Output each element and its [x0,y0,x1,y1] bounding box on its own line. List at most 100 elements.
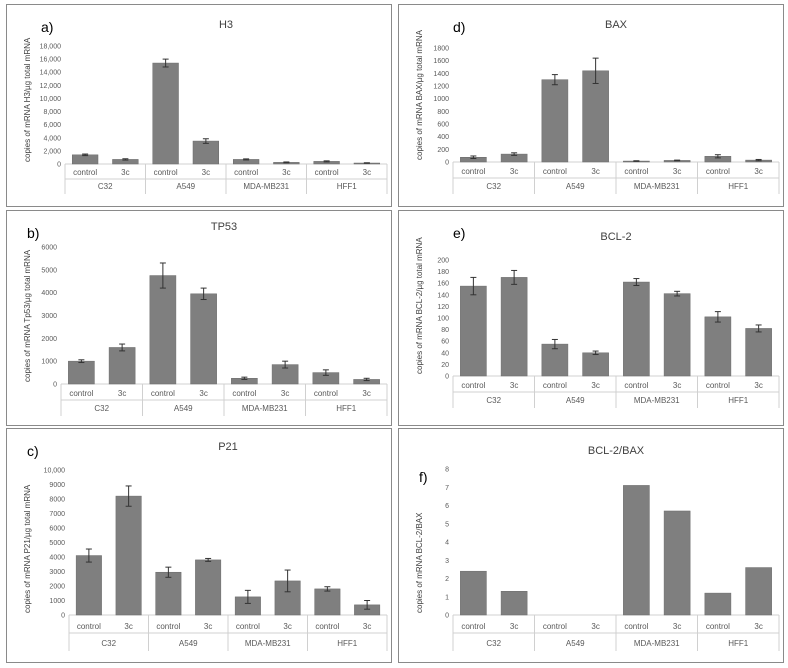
x-tick-label: 3c [282,168,290,177]
panel-a-h3: a) H3 copies of mRNA H3/µg total mRNA 0 2,00… [6,4,392,207]
bar [152,62,179,165]
x-tick-label: control [624,622,648,631]
y-tick-label: 9000 [49,482,65,489]
group-label: HFF1 [728,396,749,405]
y-tick-label: 0 [57,162,61,169]
y-tick-label: 4,000 [43,135,61,142]
bar [192,140,220,165]
y-tick-label: 6000 [41,245,57,252]
bar [745,328,772,377]
chart-svg: 0 200 400 600 800 1000 1200 1400 1600 1800 control… [433,46,780,194]
bar [71,154,99,165]
x-tick-label: control [543,381,567,390]
bar [663,293,691,377]
x-tick-label: 3c [510,622,518,631]
y-tick-label: 18,000 [40,44,62,51]
y-tick-label: 14,000 [40,70,62,77]
y-tick-label: 0 [445,160,449,167]
x-tick-label: control [154,168,178,177]
y-tick-label: 180 [437,269,449,276]
group-label: MDA-MB231 [634,639,680,648]
y-tick-label: 10,000 [44,468,66,475]
y-tick-label: 400 [437,134,449,141]
y-tick-label: 800 [437,109,449,116]
x-tick-label: control [543,167,567,176]
y-tick-label: 8000 [49,497,65,504]
bar [500,277,528,377]
group-label: A549 [566,639,585,648]
bar [314,588,341,616]
x-tick-label: 3c [754,381,762,390]
group-label: MDA-MB231 [245,639,291,648]
chart-title: BCL-2/BAX [587,445,645,457]
chart-title: P21 [218,441,238,453]
group-label: C32 [98,182,113,191]
y-tick-label: 3 [445,558,449,565]
x-tick-label: 3c [124,622,132,631]
y-tick-label: 7000 [49,511,65,518]
bar [115,495,142,616]
x-tick-label: 3c [281,389,289,398]
y-tick-label: 1 [445,594,449,601]
bar [460,570,487,616]
group-label: MDA-MB231 [634,396,680,405]
x-tick-label: control [706,381,730,390]
bar [108,347,136,385]
group-label: C32 [101,639,116,648]
panel-label: e) [453,225,466,241]
y-tick-label: 1000 [433,96,449,103]
x-tick-label: 3c [754,167,762,176]
group-label: C32 [486,639,501,648]
x-tick-label: 3c [591,381,599,390]
bar [500,591,528,616]
x-tick-label: control [156,622,180,631]
y-tick-label: 40 [441,350,449,357]
bar [704,592,732,616]
x-tick-label: 3c [118,389,126,398]
y-tick-label: 2,000 [43,148,61,155]
group-label: HFF1 [337,639,358,648]
y-tick-label: 1000 [49,598,65,605]
panel-c-p21: c) P21 copies of mRNA P21/µg total mRNA 0 10… [6,428,392,663]
y-tick-label: 0 [445,613,449,620]
bar [623,485,650,616]
x-tick-label: control [69,389,93,398]
panel-label: b) [27,225,40,241]
y-tick-label: 100 [437,316,449,323]
group-label: HFF1 [336,404,357,413]
x-tick-label: 3c [283,622,291,631]
bar [541,79,569,163]
group-label: HFF1 [728,182,749,191]
group-label: MDA-MB231 [243,182,289,191]
y-tick-label: 4 [445,540,449,547]
bar [745,567,772,616]
x-tick-label: control [315,168,339,177]
chart-title: H3 [218,19,234,31]
y-tick-label: 4000 [41,290,57,297]
y-tick-label: 3000 [41,313,57,320]
x-tick-label: control [314,389,338,398]
y-tick-label: 60 [441,339,449,346]
bar [155,571,182,616]
y-tick-label: 2000 [49,584,65,591]
bar [190,293,217,385]
group-label: A549 [566,396,585,405]
x-tick-label: control [73,168,97,177]
x-tick-label: control [706,167,730,176]
y-tick-label: 1400 [433,71,449,78]
y-tick-label: 7 [445,485,449,492]
x-tick-label: 3c [510,167,518,176]
group-label: A549 [179,639,198,648]
x-tick-label: 3c [591,622,599,631]
chart-svg: 0 2,000 4,000 6,000 8,000 10,000 12,000 14,000 1… [40,44,388,194]
y-tick-label: 120 [437,304,449,311]
bar [582,352,609,377]
y-tick-label: 200 [437,258,449,265]
bar [623,281,650,377]
x-tick-label: control [236,622,260,631]
x-tick-label: 3c [673,167,681,176]
y-tick-label: 200 [437,147,449,154]
group-label: HFF1 [337,182,358,191]
panel-d-bax: d) BAX copies of mRNA BAX/µg total mRNA 0 20… [398,4,784,207]
